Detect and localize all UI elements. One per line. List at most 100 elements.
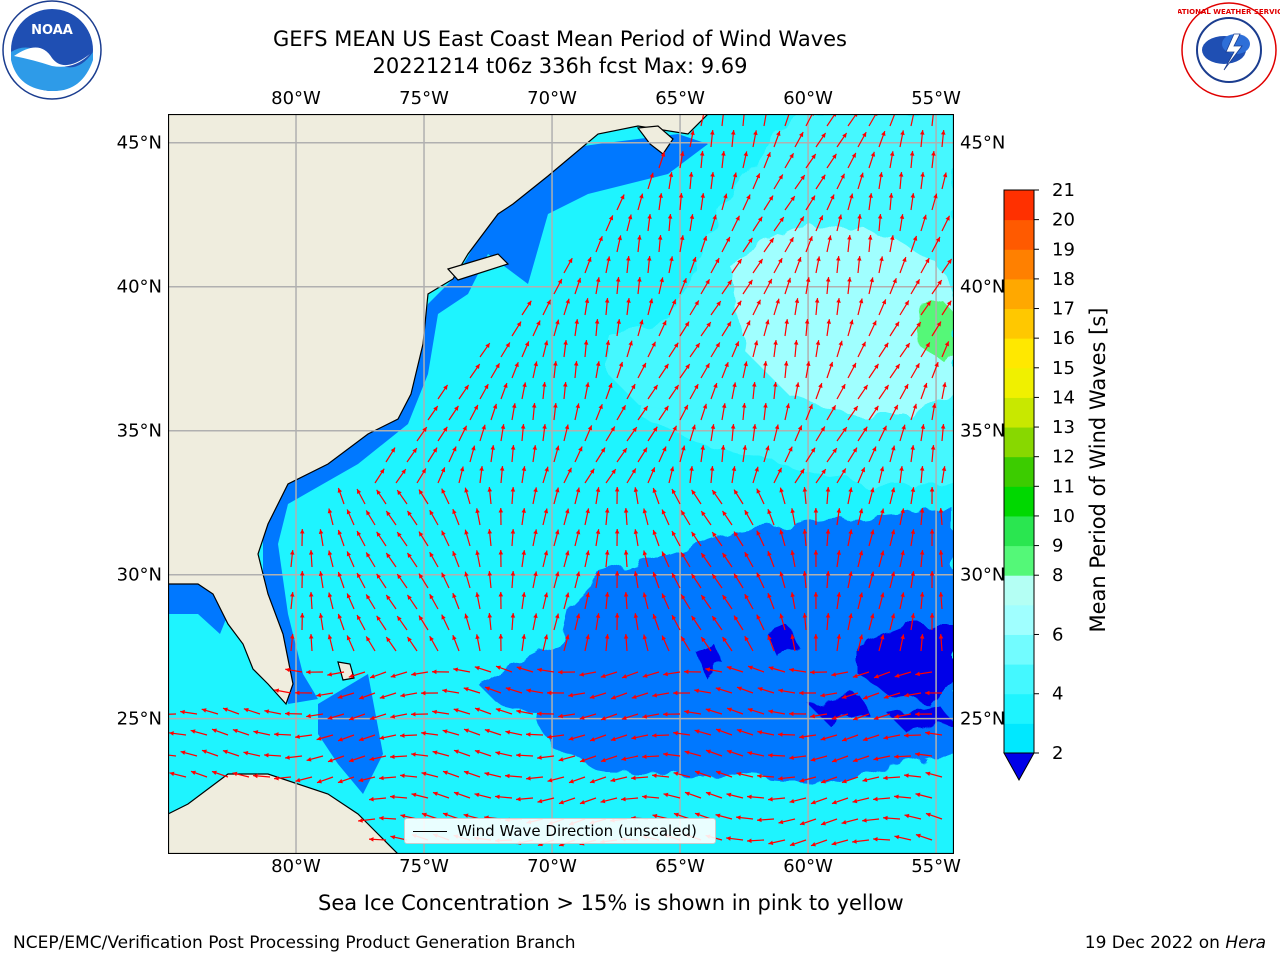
- wave-arrow-head: [894, 321, 900, 327]
- wave-arrow-head: [702, 403, 708, 409]
- wave-arrow-head: [604, 634, 610, 639]
- wave-arrow-head: [820, 426, 825, 432]
- wave-arrow-head: [669, 256, 674, 262]
- wave-arrow-head: [852, 673, 858, 679]
- wave-arrow-head: [357, 488, 362, 494]
- wave-arrow-head: [532, 445, 537, 450]
- wave-arrow-head: [646, 256, 652, 261]
- lat-tick-label-left: 45°N: [116, 132, 162, 154]
- wave-arrow-head: [659, 277, 664, 283]
- wave-arrow-head: [180, 750, 186, 755]
- wave-arrow-head: [852, 447, 857, 453]
- land-long-island: [446, 253, 510, 281]
- wave-arrow-head: [789, 711, 794, 717]
- wave-arrow-head: [705, 279, 710, 285]
- wave-arrow-head: [768, 796, 773, 802]
- wave-arrow-head: [778, 174, 783, 180]
- wave-arrow-head: [558, 800, 564, 805]
- wave-arrow-head: [563, 340, 568, 345]
- wave-arrow-head: [944, 341, 949, 347]
- wave-arrow-head: [201, 749, 207, 754]
- wave-arrow-head: [916, 322, 921, 328]
- wave-arrow-head: [700, 445, 705, 450]
- wave-arrow-head: [840, 173, 845, 179]
- wave-arrow-head: [904, 692, 910, 698]
- wave-arrow-head: [769, 238, 774, 243]
- wave-arrow-head: [390, 714, 396, 719]
- wave-arrow-head: [652, 692, 658, 698]
- wave-arrow-head: [327, 592, 333, 598]
- wave-arrow-head: [878, 172, 884, 177]
- wave-arrow-head: [726, 321, 732, 327]
- wave-arrow-head: [872, 320, 877, 326]
- wave-arrow-head: [453, 667, 459, 672]
- wave-arrow-head: [555, 487, 560, 493]
- wave-arrow-head: [701, 595, 706, 600]
- wave-arrow-head: [915, 792, 921, 798]
- wave-arrow-head: [366, 594, 371, 600]
- wave-arrow-head: [810, 713, 815, 719]
- wave-arrow-head: [789, 237, 794, 243]
- wave-arrow-head: [825, 571, 831, 576]
- wave-arrow-head: [621, 756, 627, 761]
- wave-arrow-head: [600, 757, 606, 763]
- wave-arrow-head: [526, 732, 531, 737]
- wave-arrow-head: [915, 833, 921, 839]
- wave-arrow-head: [663, 752, 668, 757]
- lon-tick-label-top: 70°W: [527, 88, 577, 109]
- colorbar-tick-label: 16: [1052, 328, 1075, 349]
- wave-arrow-head: [299, 613, 305, 618]
- wave-arrow-head: [611, 695, 616, 700]
- wave-arrow-head: [533, 613, 538, 619]
- lon-tick-label-bottom: 75°W: [399, 856, 449, 877]
- wave-arrow-head: [555, 319, 560, 325]
- wave-arrow-head: [853, 716, 858, 721]
- wave-arrow-head: [766, 152, 771, 158]
- wave-arrow-head: [746, 320, 751, 326]
- map-canvas: [168, 114, 954, 854]
- wave-arrow-head: [758, 258, 763, 264]
- wave-arrow-head: [366, 510, 371, 516]
- wave-arrow-head: [671, 573, 677, 579]
- wave-arrow-head: [743, 151, 748, 157]
- coastal-strip-east-coast: [263, 134, 708, 704]
- wave-arrow-head: [308, 634, 314, 639]
- wave-arrow-head: [669, 466, 675, 472]
- wave-arrow-head: [585, 550, 590, 556]
- wave-arrow-head: [498, 550, 504, 555]
- wave-arrow-head: [909, 151, 915, 156]
- wave-arrow-head: [442, 688, 448, 694]
- wave-arrow-head: [585, 508, 590, 514]
- wave-arrow-head: [516, 709, 522, 714]
- wave-arrow-head: [562, 382, 568, 387]
- lon-tick-label-bottom: 70°W: [527, 856, 577, 877]
- wave-arrow-head: [857, 214, 862, 219]
- wave-arrow-head: [802, 571, 808, 576]
- wave-arrow-head: [734, 573, 739, 579]
- wave-arrow-head: [614, 487, 620, 492]
- wave-arrow-head: [684, 750, 690, 755]
- wave-arrow-head: [720, 445, 726, 450]
- wave-arrow-head: [889, 151, 895, 157]
- wave-arrow-head: [604, 592, 610, 597]
- wave-arrow-head: [464, 529, 469, 535]
- wave-arrow: [742, 114, 745, 127]
- wave-arrow-head: [705, 363, 710, 369]
- wave-arrow-head: [799, 690, 804, 696]
- wave-arrow-head: [757, 773, 762, 779]
- wave-arrow-head: [533, 529, 538, 535]
- wave-arrow-head: [715, 770, 721, 776]
- wave-arrow-head: [900, 550, 905, 556]
- wave-arrow-head: [894, 673, 900, 678]
- wave-arrow-head: [734, 531, 739, 537]
- wave-arrow-head: [810, 842, 816, 847]
- wave-arrow-head: [813, 592, 819, 597]
- wave-arrow-head: [933, 193, 938, 199]
- wave-arrow-head: [574, 319, 579, 324]
- lon-tick-label-bottom: 65°W: [655, 856, 705, 877]
- wave-arrow-head: [397, 490, 402, 496]
- wave-arrow-head: [671, 299, 676, 305]
- wave-arrow-head: [503, 383, 508, 389]
- wave-arrow-head: [915, 711, 920, 717]
- wave-arrow-head: [576, 277, 582, 283]
